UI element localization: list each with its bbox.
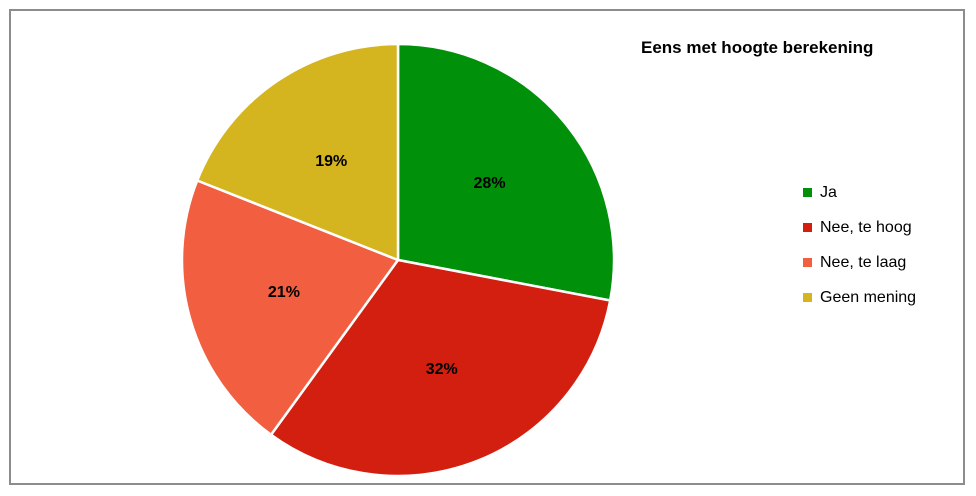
legend-item-2: Nee, te hoog [803,210,916,245]
legend-label: Nee, te hoog [820,218,912,236]
legend-item-4: Geen mening [803,280,916,315]
legend-label: Nee, te laag [820,253,907,271]
chart-title: Eens met hoogte berekening [641,38,874,57]
slice-label-3: 21% [267,284,300,302]
slice-label-1: 28% [473,175,506,193]
pie-slice-2 [269,258,612,478]
legend-label: Ja [820,183,837,201]
legend-swatch [803,258,812,267]
legend: Ja Nee, te hoog Nee, te laag Geen mening [803,175,916,315]
legend-swatch [803,223,812,232]
legend-item-3: Nee, te laag [803,245,916,280]
legend-swatch [803,293,812,302]
pie-slice-4 [195,42,400,262]
pie-slice-3 [180,179,400,436]
legend-swatch [803,188,812,197]
slice-label-2: 32% [425,361,458,379]
legend-label: Geen mening [820,288,917,306]
pie-slice-1 [396,42,616,302]
slice-label-4: 19% [315,152,348,170]
legend-item-1: Ja [803,175,916,210]
